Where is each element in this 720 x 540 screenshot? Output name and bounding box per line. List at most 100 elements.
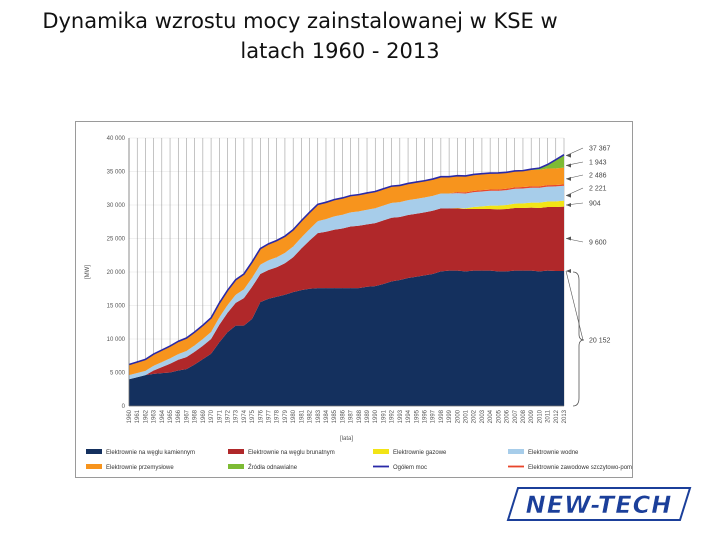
y-tick-label: 5 000 [110, 371, 126, 377]
x-tick-label: 2006 [505, 409, 511, 423]
x-tick-label: 2007 [513, 409, 519, 423]
x-tick-label: 2002 [472, 409, 478, 423]
x-tick-label: 1968 [193, 409, 199, 423]
y-tick-label: 30 000 [107, 203, 126, 209]
x-tick-label: 1978 [275, 409, 281, 423]
x-tick-label: 2010 [537, 409, 543, 423]
annotation-arrowhead [566, 176, 571, 181]
x-tick-label: 1986 [340, 409, 346, 423]
annotation-label: 1 943 [589, 160, 607, 167]
x-tick-label: 2012 [554, 409, 560, 423]
x-tick-label: 2000 [455, 409, 461, 423]
x-tick-label: 1993 [398, 409, 404, 423]
y-tick-label: 15 000 [107, 304, 126, 310]
x-tick-label: 1990 [373, 409, 379, 423]
x-tick-label: 1970 [209, 409, 215, 423]
annotation-arrowhead [566, 193, 571, 198]
x-tick-label: 1975 [250, 409, 256, 423]
annotation-arrowhead [566, 153, 571, 158]
annotation-label: 20 152 [589, 338, 611, 345]
x-tick-label: 2011 [546, 409, 552, 423]
annotation-arrowhead [566, 268, 571, 273]
x-tick-label: 1982 [308, 409, 314, 423]
x-tick-label: 1998 [439, 409, 445, 423]
x-tick-label: 1969 [201, 409, 207, 423]
annotation-label: 9 600 [589, 240, 607, 247]
annotation-label: 904 [589, 201, 601, 208]
annotation-arrowhead [566, 163, 571, 168]
legend-swatch [228, 449, 244, 454]
x-tick-label: 1976 [258, 409, 264, 423]
x-tick-label: 1964 [160, 409, 166, 423]
x-tick-label: 1972 [225, 409, 231, 423]
legend-label: Elektrownie zawodowe szczytowo-pompowe [528, 465, 632, 471]
series-area [129, 270, 564, 406]
x-axis-title: [lata] [340, 436, 353, 442]
legend-swatch [508, 449, 524, 454]
series-area [129, 206, 564, 380]
x-tick-label: 1984 [324, 409, 330, 423]
x-tick-label: 1989 [365, 409, 371, 423]
legend-label: Elektrownie na węglu brunatnym [248, 450, 335, 456]
x-tick-label: 1977 [267, 409, 273, 423]
y-tick-label: 10 000 [107, 337, 126, 343]
x-tick-label: 1997 [431, 409, 437, 423]
x-tick-label: 2005 [496, 409, 502, 423]
title-line-1: Dynamika wzrostu mocy zainstalowanej w K… [42, 9, 558, 33]
x-tick-label: 1996 [422, 409, 428, 423]
y-tick-label: 0 [122, 404, 126, 410]
x-tick-label: 1962 [143, 409, 149, 423]
legend-swatch [86, 464, 102, 469]
x-tick-label: 1981 [299, 409, 305, 423]
series-area [129, 167, 564, 376]
x-tick-label: 2008 [521, 409, 527, 423]
legend-swatch [373, 449, 389, 454]
y-tick-label: 40 000 [107, 136, 126, 142]
x-tick-label: 1988 [357, 409, 363, 423]
legend-swatch [228, 464, 244, 469]
x-tick-label: 1983 [316, 409, 322, 423]
x-tick-label: 1960 [127, 409, 133, 423]
new-tech-logo: NEW-TECH [506, 487, 692, 521]
annotation-label: 2 221 [589, 186, 607, 193]
x-tick-label: 1991 [381, 409, 387, 423]
logo-text: NEW-TECH [526, 491, 673, 519]
x-tick-label: 1971 [217, 409, 223, 423]
annotation-leader [565, 270, 584, 341]
annotation-label: 37 367 [589, 146, 611, 153]
x-tick-label: 2001 [464, 409, 470, 423]
x-tick-label: 1974 [242, 409, 248, 423]
legend-label: Źródła odnawialne [248, 464, 298, 471]
x-tick-label: 1979 [283, 409, 289, 423]
x-tick-label: 1980 [291, 409, 297, 423]
annotation-arrowhead [566, 203, 571, 207]
legend-label: Elektrownie gazowe [393, 450, 447, 456]
x-tick-label: 2003 [480, 409, 486, 423]
x-tick-label: 1992 [390, 409, 396, 423]
x-tick-label: 1961 [135, 409, 141, 423]
legend-label: Ogółem moc [393, 465, 427, 471]
x-tick-label: 2013 [562, 409, 568, 423]
x-tick-label: 1987 [349, 409, 355, 423]
legend-swatch [86, 449, 102, 454]
legend-label: Elektrownie wodne [528, 450, 579, 456]
x-tick-label: 1999 [447, 409, 453, 423]
legend-label: Elektrownie przemysłowe [106, 465, 174, 471]
y-axis-title: [MW] [85, 265, 91, 279]
chart-frame: 0 5 000 10 000 15 000 20 000 25 000 30 000 35 0… [75, 121, 633, 478]
x-tick-label: 1995 [414, 409, 420, 423]
x-tick-label: 1985 [332, 409, 338, 423]
slide-title: Dynamika wzrostu mocy zainstalowanej w K… [0, 6, 600, 66]
legend-label: Elektrownie na węglu kamiennym [106, 450, 195, 456]
x-tick-label: 1994 [406, 409, 412, 423]
annotation-leader [565, 187, 584, 196]
annotation-arrowhead [566, 236, 571, 241]
annotation-brace [572, 271, 585, 407]
x-tick-label: 2009 [529, 409, 535, 423]
annotation-label: 2 486 [589, 173, 607, 180]
y-tick-label: 35 000 [107, 170, 126, 176]
x-tick-label: 1973 [234, 409, 240, 423]
x-tick-label: 1963 [152, 409, 158, 423]
x-tick-label: 1965 [168, 409, 174, 423]
title-line-2: latach 1960 - 2013 [240, 39, 440, 63]
